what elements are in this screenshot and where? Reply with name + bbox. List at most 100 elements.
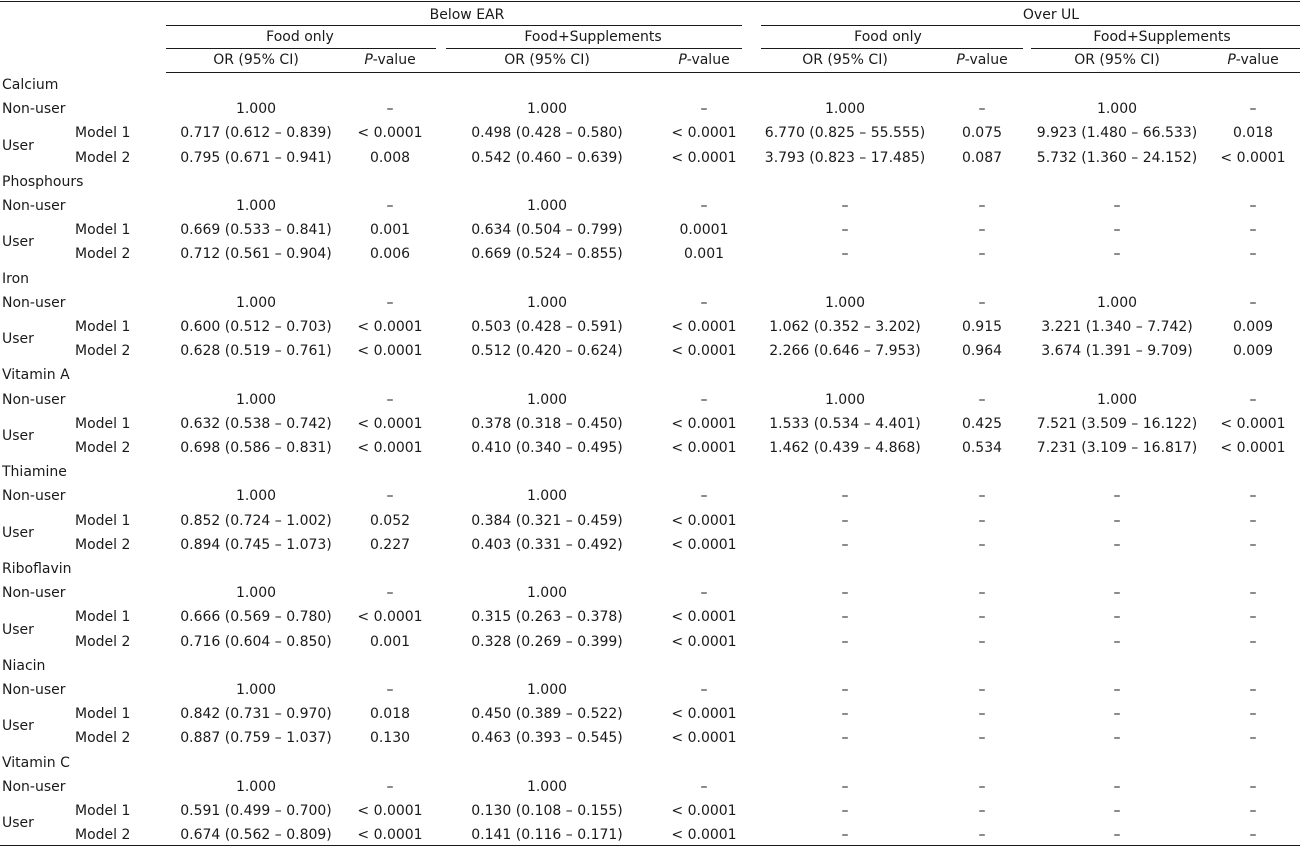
table-cell: 0.716 (0.604 – 0.850) [180, 633, 332, 650]
table-cell: – [700, 101, 708, 118]
nonuser-row: Non-user 1.000 – 1.000 – – – – – [0, 775, 1300, 799]
table-cell: 0.018 [369, 706, 411, 723]
table-cell: 7.231 (3.109 – 16.817) [1036, 440, 1198, 456]
table-cell: 0.384 (0.321 – 0.459) [471, 512, 623, 529]
nonuser-label: Non-user [2, 682, 66, 698]
table-cell: – [1113, 222, 1121, 239]
table-cell: 3.221 (1.340 – 7.742) [1041, 319, 1193, 335]
table-cell: 1.000 [235, 294, 277, 311]
model-label: Model 1 [75, 319, 131, 335]
table-cell: – [841, 512, 849, 529]
table-cell: 0.498 (0.428 – 0.580) [471, 125, 623, 142]
table-cell: 1.000 [1096, 101, 1138, 118]
table-cell: – [1249, 488, 1257, 505]
model-label: Model 2 [75, 343, 131, 360]
p-suffix: -value [964, 52, 1008, 68]
nutrient-name: Vitamin A [2, 367, 70, 384]
table-cell: 5.732 (1.360 – 24.152) [1036, 149, 1198, 166]
table-cell: – [841, 633, 849, 650]
table-cell: – [978, 391, 986, 408]
model-label: Model 1 [75, 706, 131, 723]
table-cell: 1.000 [235, 488, 277, 505]
table-cell: 0.141 (0.116 – 0.171) [471, 827, 623, 844]
table-cell: 0.852 (0.724 – 1.002) [180, 512, 332, 529]
table-cell: < 0.0001 [671, 319, 737, 335]
table-cell: < 0.0001 [671, 536, 737, 553]
table-cell: 0.378 (0.318 – 0.450) [471, 415, 623, 432]
table-cell: 0.674 (0.562 – 0.809) [180, 827, 332, 844]
table-cell: – [386, 101, 394, 118]
table-cell: – [978, 101, 986, 118]
table-cell: – [978, 222, 986, 239]
table-cell: 1.000 [824, 101, 866, 118]
table-cell: 1.000 [824, 294, 866, 311]
table-cell: 0.075 [961, 125, 1003, 142]
table-cell: 0.600 (0.512 – 0.703) [180, 319, 332, 335]
table-cell: – [1113, 803, 1121, 819]
table-cell: 0.450 (0.389 – 0.522) [471, 706, 623, 723]
table-cell: – [978, 585, 986, 602]
nonuser-row: Non-user 1.000 – 1.000 – 1.000 – 1.000 – [0, 388, 1300, 412]
p-letter: P [956, 52, 965, 68]
table-cell: – [978, 706, 986, 723]
table-cell: 0.842 (0.731 – 0.970) [180, 706, 332, 723]
model-row: Model 2 0.698 (0.586 – 0.831) < 0.0001 0.41… [0, 436, 1300, 460]
p-letter: P [1227, 52, 1236, 68]
table-cell: < 0.0001 [671, 343, 737, 360]
table-cell: – [841, 827, 849, 844]
user-label: User [2, 524, 34, 541]
table-cell: 0.130 (0.108 – 0.155) [471, 803, 623, 819]
table-cell: 0.632 (0.538 – 0.742) [180, 415, 332, 432]
table-cell: < 0.0001 [357, 609, 423, 626]
bottom-rule [0, 845, 1300, 846]
table-cell: – [1113, 682, 1121, 698]
table-cell: 3.793 (0.823 – 17.485) [764, 149, 926, 166]
nonuser-label: Non-user [2, 488, 66, 505]
table-cell: – [1113, 512, 1121, 529]
group-below-ear-rule [166, 25, 742, 26]
table-cell: 0.009 [1232, 343, 1274, 360]
header-row-subgroups: Food only Food+Supplements Food only Food+S… [0, 25, 1300, 49]
p-suffix: -value [1235, 52, 1279, 68]
table-cell: – [841, 706, 849, 723]
nonuser-label: Non-user [2, 294, 66, 311]
table-cell: 1.462 (0.439 – 4.868) [769, 440, 921, 456]
table-cell: < 0.0001 [357, 319, 423, 335]
table-cell: < 0.0001 [357, 415, 423, 432]
nutrient-row: Vitamin A [0, 363, 1300, 387]
nonuser-row: Non-user 1.000 – 1.000 – – – – – [0, 484, 1300, 508]
table-cell: – [978, 730, 986, 747]
model-label: Model 2 [75, 633, 131, 650]
table-cell: – [1249, 391, 1257, 408]
table-cell: 0.591 (0.499 – 0.700) [180, 803, 332, 819]
table-cell: – [700, 682, 708, 698]
table-cell: 0.410 (0.340 – 0.495) [471, 440, 623, 456]
model-label: Model 1 [75, 222, 131, 239]
table-cell: – [1249, 706, 1257, 723]
table-cell: 1.000 [235, 682, 277, 698]
table-cell: – [1113, 585, 1121, 602]
model-row: Model 2 0.628 (0.519 – 0.761) < 0.0001 0.51… [0, 339, 1300, 363]
table-cell: – [1249, 198, 1257, 214]
table-cell: 0.018 [1232, 125, 1274, 142]
table-cell: – [1249, 536, 1257, 553]
nutrient-name: Vitamin C [2, 754, 70, 771]
table-cell: 0.403 (0.331 – 0.492) [471, 536, 623, 553]
table-cell: 1.000 [526, 488, 568, 505]
table-cell: 0.052 [369, 512, 411, 529]
table-cell: 0.534 [961, 440, 1003, 456]
table-cell: – [978, 609, 986, 626]
model-label: Model 1 [75, 803, 131, 819]
table-cell: 1.000 [235, 391, 277, 408]
model-row: Model 1 0.591 (0.499 – 0.700) < 0.0001 0.13… [0, 799, 1300, 823]
table-cell: – [1249, 585, 1257, 602]
nonuser-label: Non-user [2, 391, 66, 408]
model-row: Model 2 0.712 (0.561 – 0.904) 0.006 0.669 (… [0, 242, 1300, 266]
nutrient-name: Thiamine [2, 464, 67, 481]
nonuser-label: Non-user [2, 198, 66, 214]
header-bottom-rule [166, 72, 1300, 73]
table-cell: 1.000 [235, 101, 277, 118]
nonuser-row: Non-user 1.000 – 1.000 – – – – – [0, 194, 1300, 218]
table-cell: – [978, 778, 986, 795]
table-cell: – [978, 294, 986, 311]
